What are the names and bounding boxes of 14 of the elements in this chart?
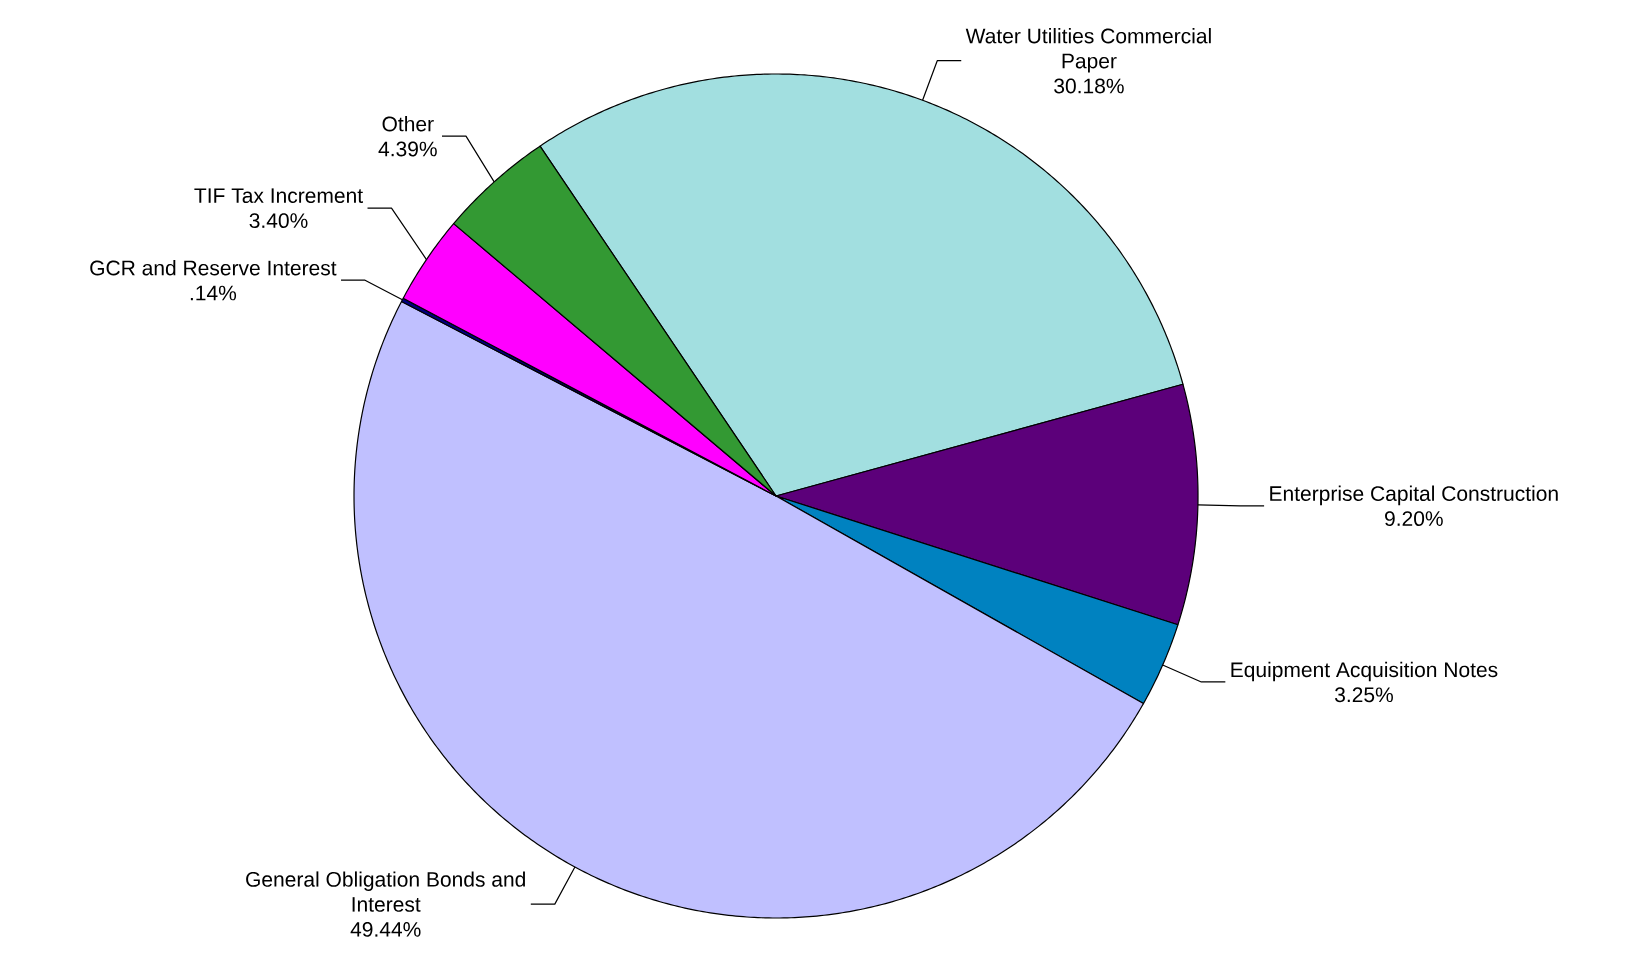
data-label: 49.44% [350,921,421,937]
data-label: 3.25% [1334,687,1393,703]
data-label: .14% [190,285,237,301]
slice-label: Water Utilities Commercial Paper [965,27,1211,73]
slice-label: Other [382,115,434,132]
slice-label: Enterprise Capital Construction [1270,485,1558,506]
slice-label: GCR and Reserve Interest [90,260,337,276]
slice-label: Equipment Acquisition Notes [1231,661,1498,682]
data-label: 3.40% [249,213,308,229]
data-label: 9.20% [1385,511,1443,527]
data-label: 4.39% [378,141,437,157]
data-label: 30.18% [1054,78,1124,94]
slice-label: TIF Tax Increment [194,188,363,204]
slice-label: General Obligation Bonds and Interest [246,871,525,912]
